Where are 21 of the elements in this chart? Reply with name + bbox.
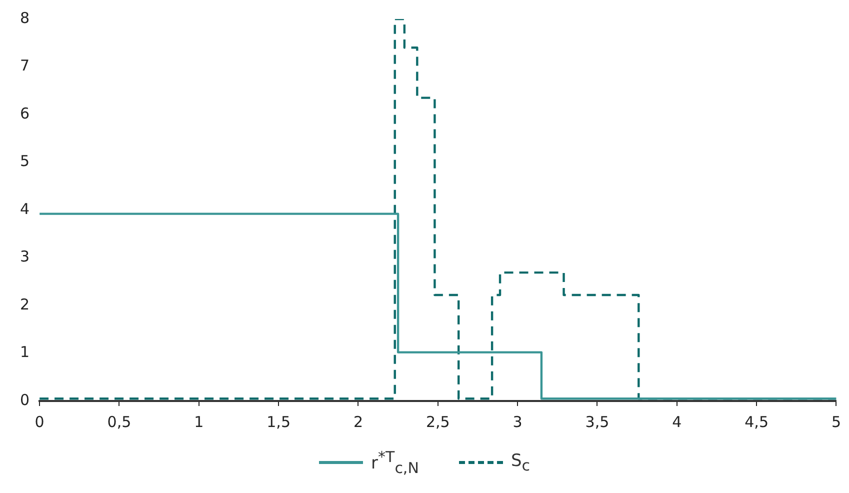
x-tick-label: 3,5: [585, 412, 610, 431]
legend-label: S$_{c}$: [510, 450, 530, 474]
x-tick-label: 4: [672, 412, 682, 431]
x-tick-label: 1,5: [266, 412, 290, 431]
x-tick-label: 2,5: [426, 412, 450, 431]
x-tick-label: 0,5: [107, 412, 132, 431]
y-tick-label: 3: [20, 248, 30, 266]
x-tick-label: 0: [34, 412, 44, 431]
x-tick-label: 5: [831, 412, 841, 431]
y-tick-label: 5: [20, 152, 30, 170]
y-tick-label: 4: [20, 200, 30, 218]
y-tick-label: 0: [20, 390, 30, 409]
y-tick-label: 6: [20, 104, 30, 122]
y-tick-label: 7: [20, 56, 30, 75]
y-tick-label: 8: [20, 8, 30, 27]
x-tick-label: 2: [353, 412, 363, 431]
x-tick-label: 3: [512, 412, 522, 431]
y-tick-label: 2: [20, 295, 30, 314]
x-tick-label: 4,5: [744, 412, 768, 431]
x-tick-label: 1: [194, 412, 204, 431]
y-tick-label: 1: [20, 343, 30, 362]
